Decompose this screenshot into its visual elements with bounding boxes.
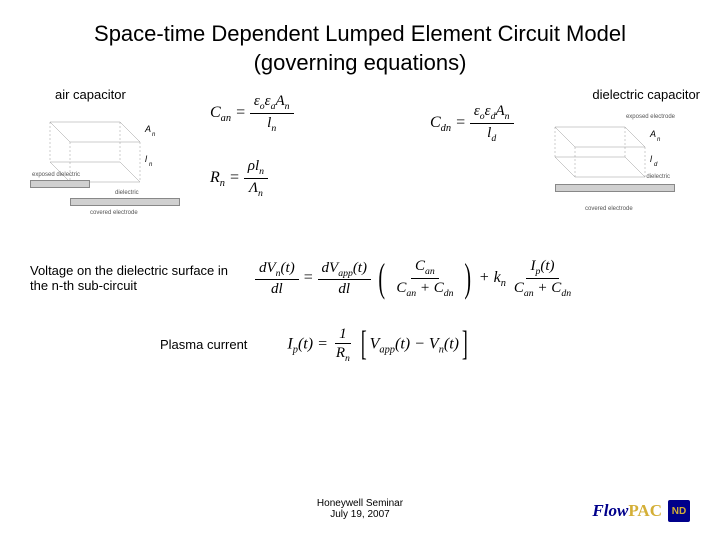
svg-text:n: n bbox=[657, 137, 661, 143]
svg-text:l: l bbox=[650, 154, 653, 164]
air-capacitor-diagram: A n l n exposed dielectric dielectric co… bbox=[30, 112, 180, 212]
dielectric-capacitor-diagram: A n l d exposed electrode dielectric cov… bbox=[530, 112, 680, 212]
equation-rn: Rn = ρln Λn bbox=[210, 157, 268, 199]
diag-exposed-dielectric-label: exposed dielectric bbox=[32, 172, 80, 178]
flowpac-logo: FlowPAC bbox=[592, 501, 662, 521]
plasma-label: Plasma current bbox=[160, 337, 247, 352]
equation-plasma: Ip(t) = 1 Rn [Vapp(t) − Vn(t)] bbox=[287, 325, 470, 365]
diag-exposed-label-r: exposed electrode bbox=[626, 114, 675, 120]
svg-text:l: l bbox=[145, 154, 148, 164]
svg-text:A: A bbox=[144, 124, 151, 134]
svg-text:n: n bbox=[149, 162, 153, 168]
diag-dielectric-label-r: dielectric bbox=[646, 174, 670, 180]
equation-voltage: dVn(t) dl = dVapp(t) dl ( Can Can + Cdn … bbox=[255, 257, 575, 299]
nd-logo-icon: ND bbox=[668, 500, 690, 522]
diag-covered-label-l: covered electrode bbox=[90, 210, 138, 216]
svg-text:d: d bbox=[654, 162, 658, 168]
diag-dielectric-label-l: dielectric bbox=[115, 190, 139, 196]
air-capacitor-label: air capacitor bbox=[55, 87, 126, 102]
voltage-label: Voltage on the dielectric surface in the… bbox=[30, 263, 230, 294]
svg-text:A: A bbox=[649, 129, 656, 139]
diag-covered-label-r: covered electrode bbox=[585, 206, 633, 212]
dielectric-capacitor-label: dielectric capacitor bbox=[592, 87, 700, 102]
voltage-row: Voltage on the dielectric surface in the… bbox=[0, 247, 720, 309]
plasma-row: Plasma current Ip(t) = 1 Rn [Vapp(t) − V… bbox=[0, 310, 720, 375]
logo-area: FlowPAC ND bbox=[592, 500, 690, 522]
equation-can: Can = εoεaAn ln bbox=[210, 92, 294, 134]
svg-text:n: n bbox=[152, 132, 156, 138]
slide-title: Space-time Dependent Lumped Element Circ… bbox=[0, 0, 720, 87]
equation-cdn: Cdn = εoεdAn ld bbox=[430, 102, 514, 144]
capacitor-row: air capacitor dielectric capacitor A n l… bbox=[0, 87, 720, 237]
